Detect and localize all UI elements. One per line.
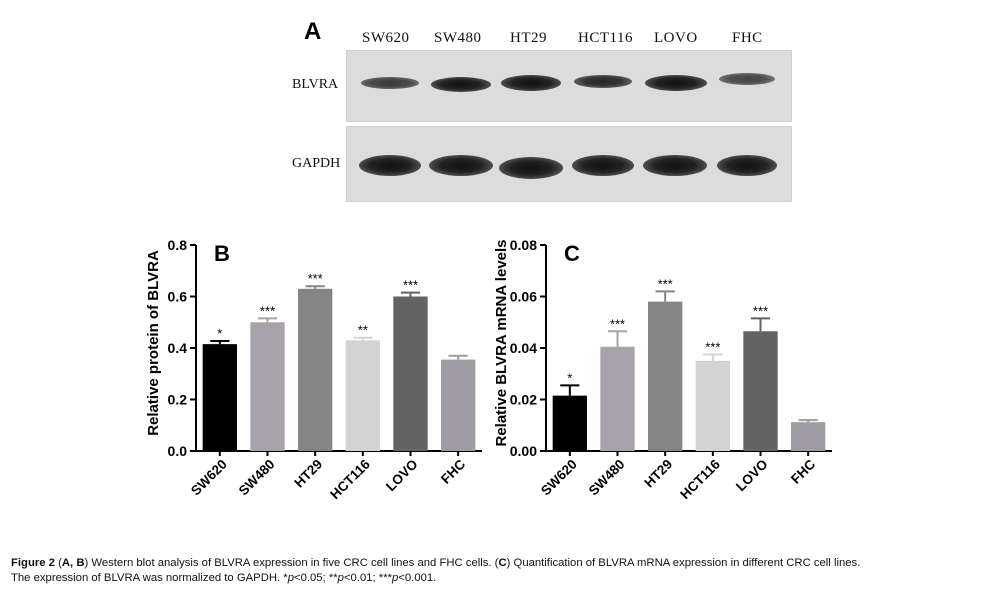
figure-caption: Figure 2 (A, B) Western blot analysis of… xyxy=(11,556,991,586)
band-blvra-lovo xyxy=(645,75,707,91)
chart-c-significance-label: *** xyxy=(753,303,768,318)
chart-b-protein: B 0.0 0.2 0.4 0.6 0.8 Relative protein of BLVR… xyxy=(145,237,482,502)
chart-c-significance-label: *** xyxy=(705,339,720,354)
band-gapdh-sw620 xyxy=(359,155,421,176)
chart-b-x-tick-label: HCT116 xyxy=(327,456,373,502)
caption-text: , xyxy=(70,557,77,569)
chart-c-bar-lovo xyxy=(743,331,778,451)
caption-text: <0.05; ** xyxy=(293,572,338,584)
chart-b-y-tick-label: 0.0 xyxy=(168,443,188,459)
chart-b-significance-label: *** xyxy=(308,271,323,286)
band-gapdh-fhc xyxy=(717,155,777,176)
band-blvra-ht29 xyxy=(501,75,561,91)
caption-figure-number: Figure 2 xyxy=(11,557,55,569)
chart-b-y-tick-label: 0.6 xyxy=(168,289,188,305)
chart-c-significance-label: *** xyxy=(610,316,625,331)
caption-ref-b: B xyxy=(76,557,85,569)
chart-b-significance-label: * xyxy=(217,326,222,341)
lane-label-fhc: FHC xyxy=(732,30,763,46)
chart-b-bar-sw480 xyxy=(250,322,285,451)
band-gapdh-ht29 xyxy=(499,157,563,179)
caption-ref-a: A xyxy=(61,557,71,569)
caption-text: ) Quantification of BLVRA mRNA expressio… xyxy=(506,557,861,569)
chart-b-x-tick-label: SW480 xyxy=(236,457,278,499)
chart-b-bar-fhc xyxy=(441,359,476,451)
band-blvra-fhc xyxy=(719,73,775,85)
caption-text: ( xyxy=(54,557,62,569)
chart-c-panel-label: C xyxy=(564,241,580,266)
chart-c-bar-ht29 xyxy=(648,301,683,451)
chart-c-bar-sw620 xyxy=(552,395,587,451)
caption-text: ) Western blot analysis of BLVRA express… xyxy=(84,557,499,569)
band-gapdh-lovo xyxy=(643,155,707,176)
chart-b-bar-ht29 xyxy=(298,288,333,451)
chart-b-significance-label: *** xyxy=(403,278,418,293)
row-label-blvra: BLVRA xyxy=(292,77,339,92)
chart-b-y-tick-label: 0.4 xyxy=(168,340,188,356)
chart-b-y-tick-label: 0.8 xyxy=(168,237,188,253)
caption-p-symbol: p xyxy=(287,572,294,584)
band-blvra-sw480 xyxy=(431,77,491,92)
chart-c-x-tick-label: LOVO xyxy=(733,457,771,495)
chart-c-significance-label: *** xyxy=(658,276,673,291)
chart-c-bar-sw480 xyxy=(600,346,635,451)
chart-c-y-tick-label: 0.04 xyxy=(510,340,537,356)
chart-b-bar-lovo xyxy=(393,296,428,451)
chart-c-y-axis-label: Relative BLVRA mRNA levels xyxy=(493,239,510,446)
chart-b-x-tick-label: SW620 xyxy=(188,457,230,499)
band-blvra-sw620 xyxy=(361,77,419,89)
chart-b-significance-label: ** xyxy=(358,323,368,338)
chart-b-x-tick-label: FHC xyxy=(438,456,468,486)
chart-c-y-tick-label: 0.08 xyxy=(510,237,537,253)
gapdh-blot-strip xyxy=(346,126,792,202)
panel-a-label: A xyxy=(304,18,322,45)
chart-c-x-tick-label: SW480 xyxy=(586,457,628,499)
chart-c-bar-hct116 xyxy=(695,360,730,451)
chart-c-y-tick-label: 0.00 xyxy=(510,443,537,459)
caption-text: <0.01; *** xyxy=(343,572,392,584)
chart-c-y-tick-label: 0.02 xyxy=(510,392,537,408)
lane-label-lovo: LOVO xyxy=(654,30,698,46)
chart-c-x-tick-label: FHC xyxy=(788,456,818,486)
lane-label-ht29: HT29 xyxy=(510,30,547,46)
band-blvra-hct116 xyxy=(574,75,632,88)
band-gapdh-sw480 xyxy=(429,155,493,176)
chart-c-x-tick-label: SW620 xyxy=(538,457,580,499)
chart-c-bar-fhc xyxy=(791,422,826,451)
chart-b-bar-sw620 xyxy=(202,344,237,451)
lane-label-sw480: SW480 xyxy=(434,30,482,46)
chart-b-x-tick-label: HT29 xyxy=(291,457,325,491)
caption-p-symbol: p xyxy=(337,572,344,584)
caption-text: The expression of BLVRA was normalized t… xyxy=(11,572,288,584)
caption-text: <0.001. xyxy=(398,572,437,584)
chart-b-significance-label: *** xyxy=(260,303,275,318)
row-label-gapdh: GAPDH xyxy=(292,156,341,171)
chart-b-bar-hct116 xyxy=(345,340,380,451)
chart-c-y-tick-label: 0.06 xyxy=(510,289,537,305)
caption-ref-c: C xyxy=(498,557,507,569)
chart-b-y-axis-label: Relative protein of BLVRA xyxy=(145,250,162,436)
chart-b-y-tick-label: 0.2 xyxy=(168,392,188,408)
band-gapdh-hct116 xyxy=(572,155,634,176)
blvra-blot-strip xyxy=(346,50,792,122)
lane-label-sw620: SW620 xyxy=(362,30,410,46)
caption-p-symbol: p xyxy=(392,572,399,584)
chart-b-x-tick-label: LOVO xyxy=(383,457,421,495)
lane-label-hct116: HCT116 xyxy=(578,30,633,46)
chart-b-panel-label: B xyxy=(214,241,230,266)
chart-c-significance-label: * xyxy=(567,370,572,385)
chart-c-x-tick-label: HT29 xyxy=(641,457,675,491)
chart-c-x-tick-label: HCT116 xyxy=(677,456,723,502)
